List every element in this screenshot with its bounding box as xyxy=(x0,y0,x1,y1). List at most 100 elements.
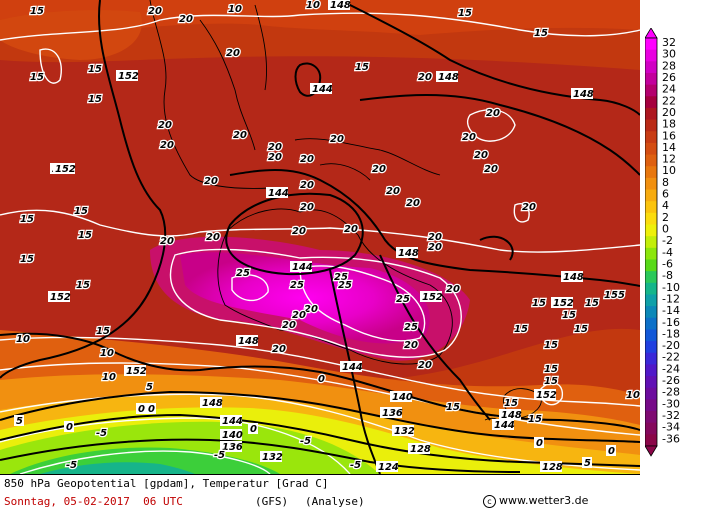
scale-label: 2 xyxy=(662,211,669,224)
contour-label-bg xyxy=(436,71,458,82)
contour-label: 20 xyxy=(206,232,220,243)
contour-label: 20 xyxy=(292,226,306,237)
scale-label: -12 xyxy=(662,292,680,305)
contour-label: 20 xyxy=(233,130,247,141)
scale-swatch xyxy=(645,166,657,179)
scale-swatch xyxy=(645,119,657,132)
contour-label: 15 xyxy=(544,340,558,351)
scale-swatch xyxy=(645,236,657,249)
contour-label-bg xyxy=(380,407,402,418)
contour-label-bg xyxy=(310,83,332,94)
contour-label: 20 xyxy=(179,14,193,25)
contour-label: 20 xyxy=(474,150,488,161)
scale-swatch xyxy=(645,352,657,365)
contour-label-bg xyxy=(340,361,362,372)
contour-label-bg xyxy=(48,291,70,302)
contour-label: 15 xyxy=(355,62,369,73)
contour-label: 5 xyxy=(618,290,625,301)
scale-label: -4 xyxy=(662,246,673,259)
scale-swatch xyxy=(645,212,657,226)
credit-link[interactable]: c www.wetter3.de xyxy=(483,494,588,508)
scale-swatch xyxy=(645,341,657,354)
contour-label: 25 xyxy=(236,268,250,279)
contour-label: 140 xyxy=(392,392,413,403)
scale-label: -8 xyxy=(662,269,673,282)
scale-swatch xyxy=(645,294,657,307)
contour-label: 20 xyxy=(486,108,500,119)
contour-label: 0 xyxy=(608,446,615,457)
contour-label: 148 xyxy=(573,89,594,100)
contour-label-bg xyxy=(236,335,258,346)
contour-label: 20 xyxy=(304,304,318,315)
contour-label: 144 xyxy=(342,362,363,373)
contour-label: 10 xyxy=(100,348,114,359)
contour-label-bg xyxy=(540,461,562,472)
scale-label: 4 xyxy=(662,199,669,212)
contour-label: 15 xyxy=(20,214,34,225)
contour-label-bg xyxy=(561,271,583,282)
contour-label: 20 xyxy=(330,134,344,145)
scale-top-arrow xyxy=(645,28,658,39)
contour-label-bg xyxy=(53,163,75,174)
contour-label: 20 xyxy=(404,340,418,351)
scale-swatch xyxy=(645,271,657,284)
contour-label: 0 xyxy=(536,438,543,449)
contour-label: 148 xyxy=(501,410,522,421)
contour-label: 15 xyxy=(604,290,618,301)
contour-label: 15 xyxy=(446,402,460,413)
contour-label: 0 xyxy=(138,404,145,415)
contour-label: 15 xyxy=(514,324,528,335)
contour-label-bg xyxy=(606,445,616,456)
contour-label: 20 xyxy=(204,176,218,187)
contour-label: 20 xyxy=(428,232,442,243)
scale-swatch xyxy=(645,411,657,424)
scale-swatch xyxy=(645,434,657,447)
contour-label-bg xyxy=(571,88,593,99)
nw-warm-patch xyxy=(0,10,142,61)
scale-label: -22 xyxy=(662,351,680,364)
copyright-icon: c xyxy=(483,494,496,508)
contour-label: 152 xyxy=(50,292,71,303)
scale-swatch xyxy=(645,201,657,214)
contour-label: 15 xyxy=(76,280,90,291)
color-scale: 32302826242220181614121086420-2-4-6-8-10… xyxy=(645,28,680,457)
scale-swatches xyxy=(645,37,658,447)
contour-label: 20 xyxy=(268,142,282,153)
scale-swatch xyxy=(645,96,657,109)
scale-swatch xyxy=(645,107,657,121)
contour-label: 5 xyxy=(146,382,153,393)
scale-label: -32 xyxy=(662,409,680,422)
map-caption: 850 hPa Geopotential [gpdam], Temperatur… xyxy=(4,477,329,490)
scale-label: -26 xyxy=(662,374,680,387)
scale-swatch xyxy=(645,247,657,260)
contour-label: 25 xyxy=(338,280,352,291)
contour-label: 10 xyxy=(626,390,640,401)
scale-label: 16 xyxy=(662,129,676,142)
contour-label-bg xyxy=(200,397,222,408)
scale-label: -16 xyxy=(662,316,680,329)
isohypses xyxy=(0,0,640,474)
contour-label-bg xyxy=(220,441,242,452)
contour-label: 132 xyxy=(394,426,415,437)
contour-label: 140 xyxy=(222,430,243,441)
scale-swatch xyxy=(645,329,657,342)
contour-label: 20 xyxy=(292,310,306,321)
scale-label: -20 xyxy=(662,339,680,352)
scale-label: -2 xyxy=(662,234,673,247)
contour-label-bg xyxy=(376,461,398,472)
contour-label-bg xyxy=(396,247,418,258)
contour-label: 20 xyxy=(484,164,498,175)
scale-swatch xyxy=(645,364,657,377)
scale-swatch xyxy=(645,84,657,97)
contour-label: 144 xyxy=(292,262,313,273)
contour-label: 20 xyxy=(268,152,282,163)
contour-label: 15 xyxy=(30,6,44,17)
contour-label: 132 xyxy=(262,452,283,463)
contour-label: 15 xyxy=(544,364,558,375)
scale-swatch xyxy=(645,422,657,435)
contour-label: 148 xyxy=(238,336,259,347)
scale-swatch xyxy=(645,72,657,86)
contour-label: 15 xyxy=(74,206,88,217)
